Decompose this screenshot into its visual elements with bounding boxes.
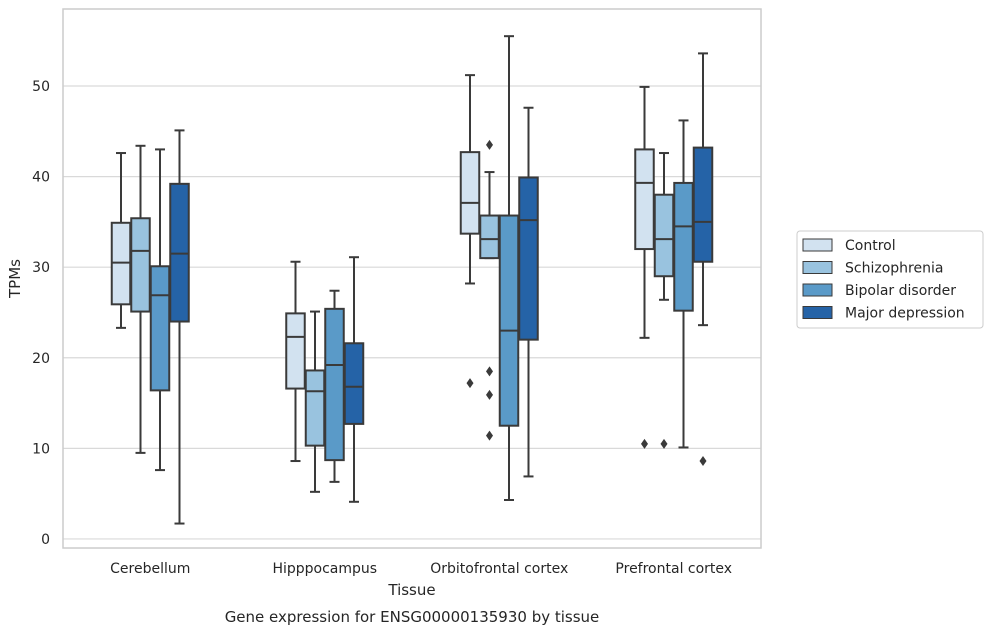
y-tick-label: 50: [32, 79, 50, 95]
outlier-point: [486, 430, 493, 441]
iqr-box: [634, 148, 655, 251]
box-group: [518, 106, 539, 478]
box-group: [285, 260, 306, 463]
series-schizophrenia: [130, 139, 675, 493]
y-tick-label: 0: [41, 532, 50, 548]
box-groups: [110, 35, 714, 525]
legend-label: Bipolar disorder: [845, 283, 956, 299]
iqr-box: [692, 146, 714, 263]
chart-caption: Gene expression for ENSG00000135930 by t…: [225, 608, 600, 626]
iqr-box: [479, 214, 500, 260]
iqr-box: [498, 214, 520, 427]
box-group: [130, 144, 151, 454]
legend-swatch: [802, 238, 833, 252]
box-group: [324, 289, 345, 483]
y-tick-labels: 0 10 20 30 40 50: [32, 79, 50, 548]
outlier-point: [486, 139, 493, 150]
iqr-box: [459, 151, 481, 235]
legend-label: Schizophrenia: [845, 261, 943, 277]
legend-swatch: [802, 283, 833, 297]
outlier-point: [660, 438, 668, 449]
legend-swatch: [802, 306, 833, 319]
y-axis-label: TPMs: [6, 259, 24, 299]
outlier-point: [466, 378, 474, 389]
iqr-box: [653, 193, 675, 278]
series-major-depression: [169, 52, 714, 525]
iqr-box: [343, 342, 365, 425]
series-bipolar-disorder: [149, 35, 694, 501]
box-group: [498, 35, 520, 501]
box-group: [692, 52, 714, 467]
x-tick-label: Cerebellum: [110, 561, 190, 577]
box-group: [149, 148, 171, 472]
box-group: [673, 119, 694, 449]
box-group: [653, 152, 675, 449]
box-group: [459, 74, 481, 389]
x-tick-labels: Cerebellum Hipppocampus Orbitofrontal cort…: [110, 561, 732, 577]
outlier-point: [486, 366, 493, 377]
iqr-box: [304, 369, 326, 447]
y-tick-label: 20: [32, 351, 50, 367]
x-tick-label: Orbitofrontal cortex: [430, 561, 568, 577]
legend: Control Schizophrenia Bipolar disorder Majo…: [796, 230, 984, 329]
plot-frame: [62, 8, 762, 549]
iqr-box: [324, 307, 345, 462]
box-group: [634, 85, 655, 449]
x-tick-label: Prefrontal cortex: [615, 561, 732, 577]
iqr-box: [673, 181, 694, 312]
legend-label: Major depression: [845, 306, 965, 322]
x-tick-label: Hipppocampus: [272, 561, 377, 577]
outlier-point: [486, 389, 493, 400]
legend-label: Control: [845, 238, 896, 254]
iqr-box: [149, 265, 171, 392]
iqr-box: [285, 312, 306, 390]
y-tick-label: 40: [32, 170, 50, 186]
box-group: [304, 310, 326, 493]
y-tick-label: 30: [32, 260, 50, 276]
iqr-box: [518, 176, 539, 341]
legend-swatch: [802, 261, 833, 274]
box-group: [343, 256, 365, 503]
box-group: [110, 152, 132, 329]
x-axis-label: Tissue: [387, 581, 435, 599]
outlier-point: [641, 438, 648, 449]
box-group: [169, 129, 190, 525]
outlier-point: [699, 456, 707, 467]
legend-frame: [796, 230, 984, 329]
y-tick-label: 10: [32, 441, 50, 457]
series-control: [110, 74, 655, 463]
iqr-box: [130, 217, 151, 313]
box-group: [479, 139, 500, 441]
